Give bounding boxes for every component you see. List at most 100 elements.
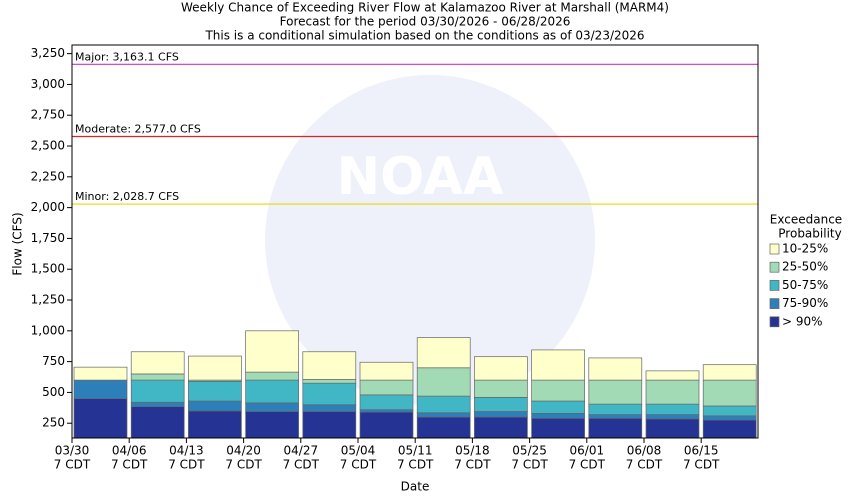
bar-segment	[645, 403, 700, 415]
bar-segment	[188, 380, 242, 402]
chart-subtitle: This is a conditional simulation based o…	[204, 29, 644, 43]
x-tick-label: 7 CDT	[454, 458, 491, 472]
bar-segment	[73, 398, 128, 439]
bar-segment	[359, 361, 414, 381]
bar-segment	[130, 373, 185, 381]
bar-segment	[416, 395, 471, 414]
bar-segment	[588, 417, 643, 439]
legend-label: 75-90%	[782, 296, 828, 310]
x-tick-label: 7 CDT	[168, 458, 205, 472]
bar-segment	[302, 411, 357, 439]
legend-label: 25-50%	[782, 260, 828, 274]
x-tick-label: 03/30	[55, 444, 90, 458]
x-axis-label: Date	[401, 480, 430, 494]
x-tick-label: 05/25	[512, 444, 547, 458]
bar-segment	[416, 367, 471, 397]
x-tick-label: 7 CDT	[511, 458, 548, 472]
bar-segment	[245, 330, 299, 373]
y-tick-label: 2,500	[31, 139, 65, 153]
x-tick-label: 06/01	[570, 444, 605, 458]
x-tick-label: 7 CDT	[111, 458, 148, 472]
bar-segment	[188, 355, 242, 381]
bar-segment	[702, 364, 757, 381]
x-tick-label: 7 CDT	[569, 458, 606, 472]
chart-title: Weekly Chance of Exceeding River Flow at…	[181, 1, 669, 15]
threshold-label: Major: 3,163.1 CFS	[75, 50, 179, 63]
x-tick-label: 7 CDT	[225, 458, 262, 472]
y-axis-label: Flow (CFS)	[11, 212, 25, 275]
bar-segment	[359, 409, 414, 413]
y-tick-label: 1,250	[31, 293, 65, 307]
bar-segment	[531, 400, 585, 414]
bar-segment	[302, 379, 357, 384]
x-tick-label: 7 CDT	[340, 458, 377, 472]
y-tick-label: 3,000	[31, 77, 65, 91]
chart-subtitle: Forecast for the period 03/30/2026 - 06/…	[280, 15, 571, 29]
x-tick-label: 05/04	[341, 444, 376, 458]
bar-segment	[645, 370, 700, 381]
bar-segment	[130, 351, 185, 375]
bar-segment	[245, 371, 299, 381]
bar-segment	[245, 379, 299, 404]
bar-segment	[359, 411, 414, 439]
threshold-label: Minor: 2,028.7 CFS	[75, 190, 179, 203]
legend-swatch	[769, 298, 780, 309]
legend-swatch	[769, 261, 780, 273]
legend-label: 10-25%	[782, 242, 828, 256]
x-tick-label: 7 CDT	[283, 458, 320, 472]
bar-segment	[474, 379, 528, 398]
x-tick-label: 05/18	[455, 444, 490, 458]
x-tick-label: 04/13	[169, 444, 204, 458]
y-tick-label: 1,500	[31, 262, 65, 276]
legend-label: > 90%	[782, 314, 823, 328]
legend-title: Exceedance	[770, 213, 842, 227]
bar-segment	[130, 379, 185, 403]
bar-segment	[188, 400, 242, 412]
bar-segment	[188, 410, 242, 439]
bar-segment	[531, 349, 585, 381]
legend-swatch	[769, 316, 780, 328]
bar-segment	[702, 405, 757, 417]
watermark: NOAA	[337, 147, 504, 207]
legend-swatch	[769, 280, 780, 291]
bar-segment	[702, 415, 757, 421]
x-tick-label: 04/06	[112, 444, 147, 458]
bar-segment	[588, 357, 643, 381]
bar-segment	[302, 404, 357, 412]
x-tick-label: 06/08	[627, 444, 662, 458]
legend-label: 50-75%	[782, 278, 828, 292]
legend-title: Probability	[778, 227, 841, 241]
x-tick-label: 7 CDT	[683, 458, 720, 472]
x-tick-label: 7 CDT	[54, 458, 91, 472]
legend-swatch	[769, 243, 780, 255]
bar-segment	[474, 396, 528, 412]
bar-segment	[416, 416, 471, 439]
x-tick-label: 04/27	[284, 444, 319, 458]
bar-segment	[245, 411, 299, 439]
y-tick-label: 2,750	[31, 108, 65, 122]
bar-segment	[73, 379, 128, 399]
bar-segment	[474, 411, 528, 418]
bar-segment	[416, 412, 471, 418]
bar-segment	[531, 413, 585, 419]
y-tick-label: 500	[42, 385, 65, 399]
bar-segment	[531, 417, 585, 439]
bar-segment	[645, 418, 700, 439]
x-tick-label: 05/11	[398, 444, 433, 458]
bar-segment	[645, 379, 700, 405]
y-tick-label: 2,000	[31, 200, 65, 214]
bar-segment	[645, 414, 700, 420]
x-tick-label: 7 CDT	[397, 458, 434, 472]
bar-segment	[359, 379, 414, 396]
bar-segment	[302, 382, 357, 406]
bar-segment	[416, 337, 471, 369]
x-tick-label: 04/20	[226, 444, 261, 458]
y-tick-label: 2,250	[31, 169, 65, 183]
x-tick-label: 7 CDT	[626, 458, 663, 472]
y-tick-label: 750	[42, 354, 65, 368]
y-tick-label: 1,750	[31, 231, 65, 245]
y-tick-label: 1,000	[31, 323, 65, 337]
y-tick-label: 3,250	[31, 46, 65, 60]
bar-segment	[130, 401, 185, 407]
bar-segment	[588, 379, 643, 405]
